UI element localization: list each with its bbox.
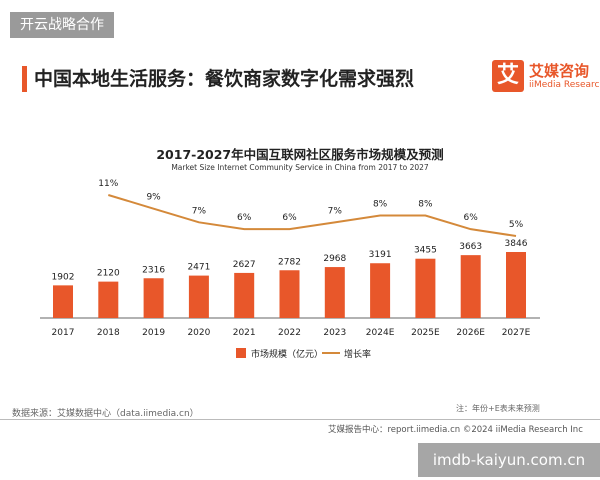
x-tick-label: 2018 bbox=[97, 328, 120, 338]
bar-2027E bbox=[506, 252, 526, 318]
forecast-note: 注：年份+E表未来预测 bbox=[456, 404, 540, 413]
page-title: 中国本地生活服务：餐饮商家数字化需求强烈 bbox=[34, 68, 415, 90]
x-tick-label: 2020 bbox=[187, 328, 210, 338]
bar-2023 bbox=[324, 267, 345, 318]
bar-2018 bbox=[98, 281, 119, 318]
iimedia-logo-icon: 艾 bbox=[492, 60, 524, 92]
x-tick-label: 2019 bbox=[142, 328, 165, 338]
x-tick-label: 2027E bbox=[502, 328, 531, 338]
legend-line-label: 增长率 bbox=[344, 348, 371, 360]
bar-value-label: 1902 bbox=[52, 272, 75, 282]
bar-value-label: 2471 bbox=[187, 263, 210, 273]
growth-rate-label: 9% bbox=[146, 193, 161, 203]
chart-subtitle: Market Size Internet Community Service i… bbox=[171, 163, 429, 172]
data-source-note: 数据来源：艾媒数据中心（data.iimedia.cn） bbox=[12, 409, 199, 419]
bar-value-label: 3846 bbox=[505, 239, 528, 249]
growth-rate-line bbox=[108, 194, 517, 237]
bar-value-label: 3191 bbox=[369, 250, 392, 260]
footer-divider bbox=[0, 419, 600, 420]
bar-value-label: 2120 bbox=[97, 269, 120, 279]
bar-value-label: 3663 bbox=[459, 242, 482, 252]
bar-value-label: 2782 bbox=[278, 257, 301, 267]
logo-name-en: iiMedia Research bbox=[529, 80, 600, 90]
growth-rate-label: 7% bbox=[192, 206, 207, 216]
growth-rate-label: 11% bbox=[98, 179, 118, 189]
bar-value-label: 3455 bbox=[414, 246, 437, 256]
x-tick-label: 2022 bbox=[278, 328, 301, 338]
growth-rate-label: 6% bbox=[282, 213, 297, 223]
x-tick-label: 2023 bbox=[323, 328, 346, 338]
legend-bar-label: 市场规模（亿元） bbox=[251, 348, 323, 360]
growth-rate-label: 5% bbox=[509, 220, 524, 230]
growth-rate-label: 6% bbox=[464, 213, 479, 223]
growth-rate-label: 6% bbox=[237, 213, 252, 223]
site-watermark: imdb-kaiyun.com.cn bbox=[418, 443, 600, 477]
growth-rate-label: 8% bbox=[418, 200, 433, 210]
footer-report-credit: 艾媒报告中心：report.iimedia.cn ©2024 iiMedia R… bbox=[328, 425, 583, 435]
x-tick-label: 2017 bbox=[52, 328, 75, 338]
bar-2025E bbox=[415, 258, 436, 318]
x-tick-label: 2026E bbox=[456, 328, 485, 338]
title-accent-bar bbox=[22, 66, 27, 92]
x-tick-label: 2021 bbox=[233, 328, 256, 338]
bar-2021 bbox=[234, 272, 255, 318]
bar-2022 bbox=[279, 270, 300, 318]
growth-rate-label: 7% bbox=[328, 206, 343, 216]
bar-2019 bbox=[143, 278, 164, 318]
bar-value-label: 2627 bbox=[233, 260, 256, 270]
bar-value-label: 2316 bbox=[142, 265, 165, 275]
top-tag: 开云战略合作 bbox=[10, 12, 114, 38]
bar-2020 bbox=[188, 275, 209, 318]
bar-2026E bbox=[460, 255, 481, 318]
logo-name-cn: 艾媒咨询 bbox=[529, 62, 590, 80]
x-tick-label: 2025E bbox=[411, 328, 440, 338]
legend-bar-swatch bbox=[236, 348, 246, 358]
bar-2024E bbox=[370, 263, 391, 318]
growth-rate-label: 8% bbox=[373, 200, 388, 210]
bar-2017 bbox=[53, 285, 73, 318]
chart-title: 2017-2027年中国互联网社区服务市场规模及预测 bbox=[156, 147, 444, 162]
bar-value-label: 2968 bbox=[323, 254, 346, 264]
x-tick-label: 2024E bbox=[366, 328, 395, 338]
